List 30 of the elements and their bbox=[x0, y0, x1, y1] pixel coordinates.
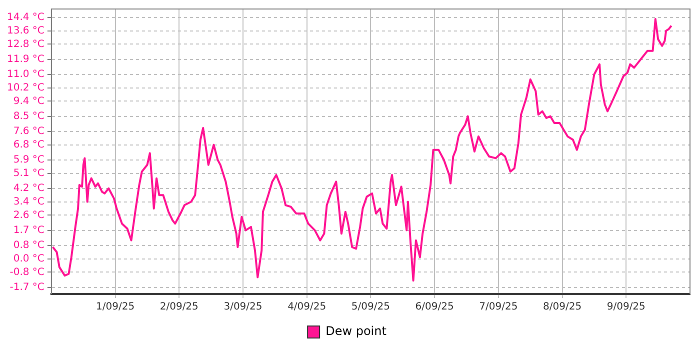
y-tick-label: 9.4 °C bbox=[13, 96, 44, 107]
x-tick-label: 7/09/25 bbox=[479, 302, 518, 313]
x-tick-label: 1/09/25 bbox=[96, 302, 135, 313]
y-tick-label: 13.6 °C bbox=[6, 25, 44, 36]
y-tick-label: 2.6 °C bbox=[13, 210, 44, 221]
y-tick-label: -1.7 °C bbox=[10, 282, 44, 293]
x-tick-label: 4/09/25 bbox=[288, 302, 326, 313]
y-tick-label: 11.0 °C bbox=[6, 68, 44, 80]
x-tick-label: 5/09/25 bbox=[351, 302, 390, 313]
y-tick-label: 5.1 °C bbox=[13, 168, 44, 179]
x-tick-label: 3/09/25 bbox=[224, 302, 262, 313]
y-tick-label: 6.8 °C bbox=[13, 139, 44, 150]
y-tick-label: 12.8 °C bbox=[6, 38, 44, 50]
y-tick-label: 14.4 °C bbox=[6, 12, 44, 23]
y-tick-label: 1.7 °C bbox=[13, 224, 44, 236]
y-tick-label: 3.4 °C bbox=[13, 196, 44, 208]
x-tick-label: 6/09/25 bbox=[415, 302, 454, 313]
y-tick-label: -0.8 °C bbox=[10, 266, 44, 278]
y-tick-label: 10.2 °C bbox=[6, 82, 44, 94]
y-tick-label: 5.9 °C bbox=[13, 154, 44, 166]
x-tick-label: 8/09/25 bbox=[543, 302, 582, 313]
y-tick-label: 0.8 °C bbox=[13, 240, 44, 251]
y-tick-label: 0.0 °C bbox=[13, 253, 44, 264]
x-tick-label: 9/09/25 bbox=[606, 302, 646, 313]
y-tick-label: 4.2 °C bbox=[13, 182, 44, 194]
y-tick-label: 11.9 °C bbox=[6, 54, 44, 65]
x-tick-label: 2/09/25 bbox=[160, 302, 198, 313]
y-tick-label: 8.5 °C bbox=[13, 110, 44, 122]
y-tick-label: 7.6 °C bbox=[13, 126, 44, 137]
legend-label: Dew point bbox=[326, 324, 387, 338]
